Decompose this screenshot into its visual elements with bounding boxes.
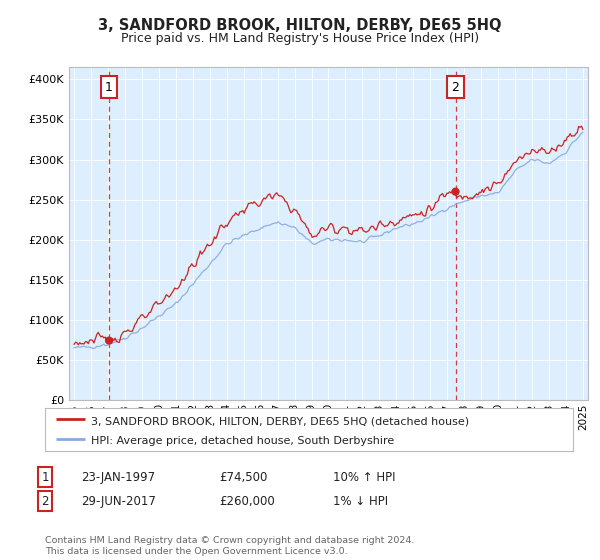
Text: 1: 1 [41,470,49,484]
Text: 3, SANDFORD BROOK, HILTON, DERBY, DE65 5HQ: 3, SANDFORD BROOK, HILTON, DERBY, DE65 5… [98,18,502,33]
Text: 1: 1 [105,81,113,94]
Text: 10% ↑ HPI: 10% ↑ HPI [333,470,395,484]
Text: Price paid vs. HM Land Registry's House Price Index (HPI): Price paid vs. HM Land Registry's House … [121,32,479,45]
Text: 2: 2 [452,81,460,94]
Text: £260,000: £260,000 [219,494,275,508]
Text: 3, SANDFORD BROOK, HILTON, DERBY, DE65 5HQ (detached house): 3, SANDFORD BROOK, HILTON, DERBY, DE65 5… [91,417,470,427]
Text: 1% ↓ HPI: 1% ↓ HPI [333,494,388,508]
Text: Contains HM Land Registry data © Crown copyright and database right 2024.
This d: Contains HM Land Registry data © Crown c… [45,536,415,556]
Text: 29-JUN-2017: 29-JUN-2017 [81,494,156,508]
Text: 23-JAN-1997: 23-JAN-1997 [81,470,155,484]
Text: £74,500: £74,500 [219,470,268,484]
Text: 2: 2 [41,494,49,508]
Point [104,336,114,345]
Text: HPI: Average price, detached house, South Derbyshire: HPI: Average price, detached house, Sout… [91,436,395,446]
Point [451,187,460,196]
